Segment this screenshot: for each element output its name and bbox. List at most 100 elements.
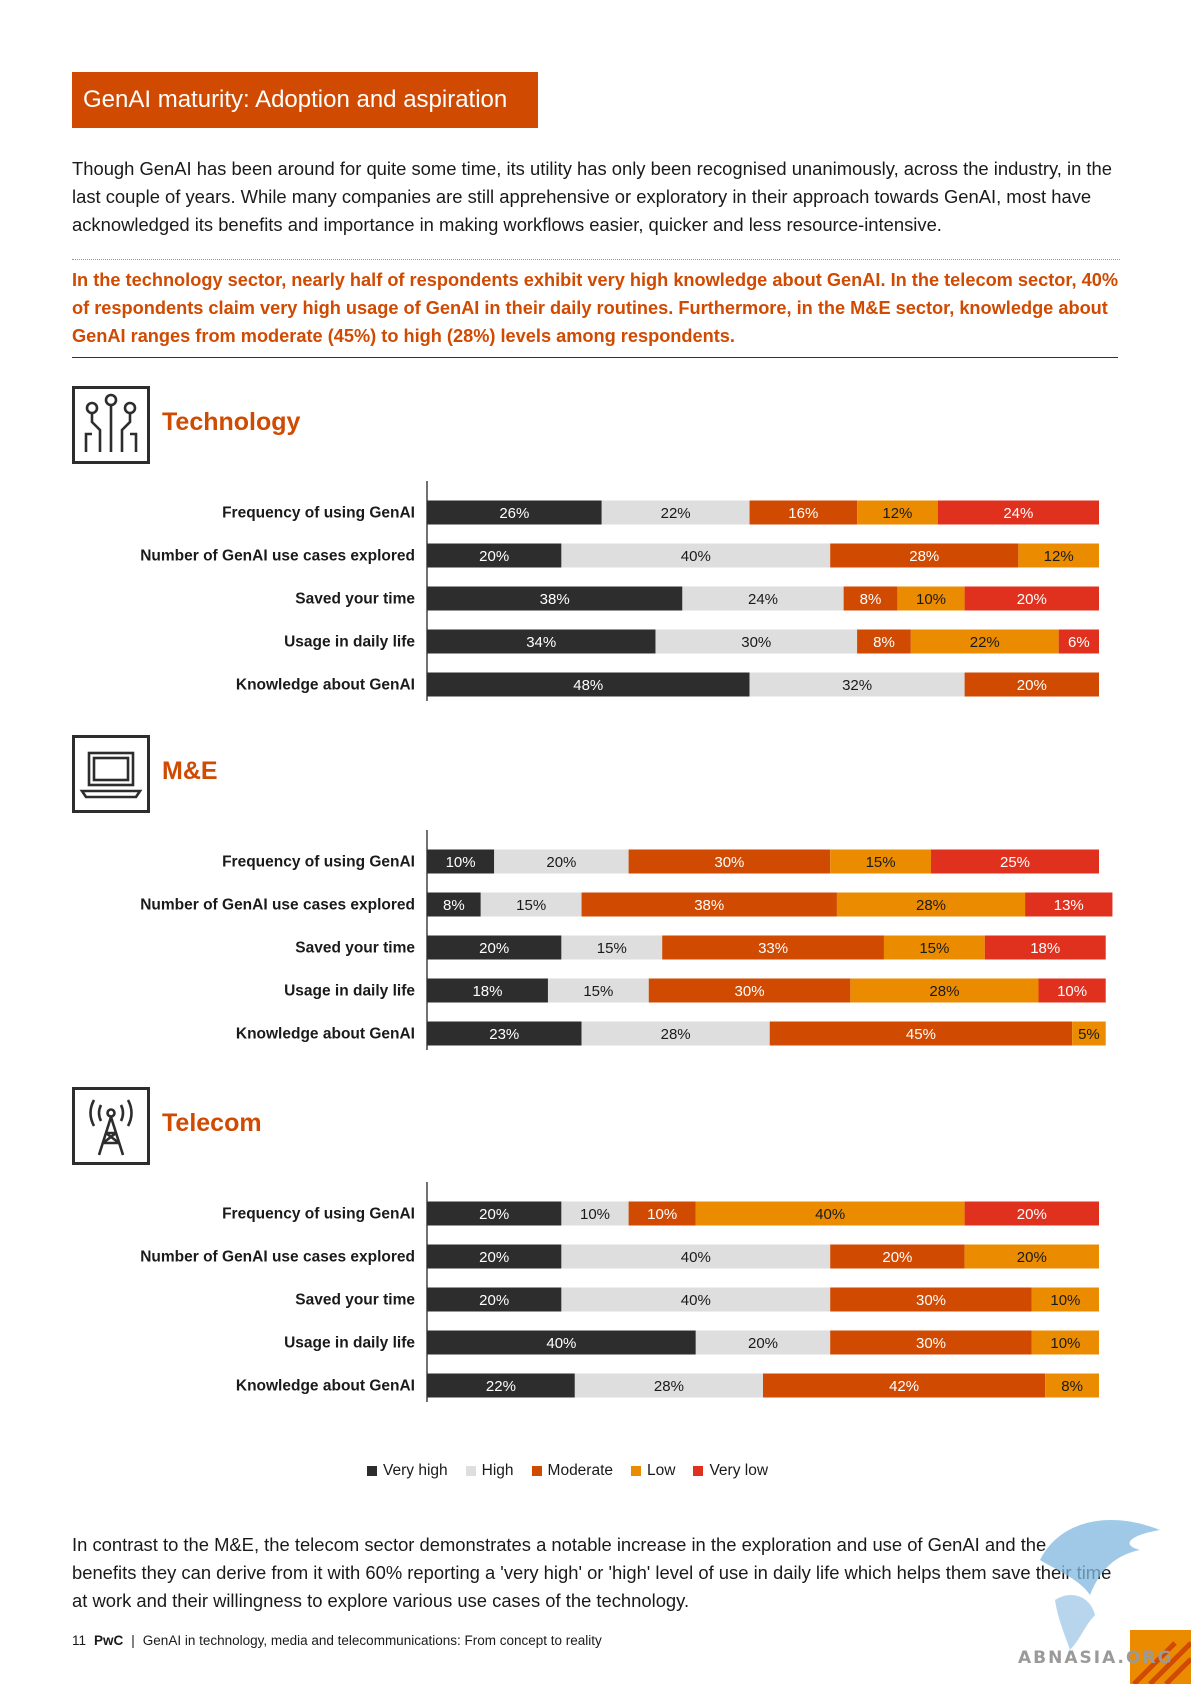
bar-segment-high: [581, 1021, 770, 1046]
data-label: 25%: [1000, 854, 1030, 871]
bar-segment-high: [561, 1287, 831, 1312]
data-label: 8%: [860, 591, 882, 608]
data-label: 20%: [479, 1249, 509, 1266]
category-label: Usage in daily life: [284, 634, 415, 651]
legend-swatch: [631, 1466, 642, 1476]
data-label: 42%: [889, 1378, 919, 1395]
data-label: 20%: [479, 1206, 509, 1223]
data-label: 20%: [479, 548, 509, 565]
key-findings-callout: In the technology sector, nearly half of…: [72, 270, 1119, 346]
section-title: M&E: [162, 757, 218, 785]
bar-segment-very-low: [937, 500, 1099, 525]
legend-label: Very low: [709, 1462, 769, 1479]
telecom-section: Telecom Frequency of using GenAI 20% 10% 10…: [0, 1087, 1191, 1402]
category-label: Usage in daily life: [284, 1335, 415, 1352]
data-label: 24%: [1003, 505, 1033, 522]
bar-segment-high: [655, 629, 858, 654]
bar-segment-very-high: [427, 849, 495, 874]
laptop-icon: [72, 735, 150, 813]
data-label: 15%: [597, 940, 627, 957]
data-label: 30%: [916, 1292, 946, 1309]
bar-segment-moderate: [843, 586, 898, 611]
data-label: 15%: [919, 940, 949, 957]
antenna-tower-icon: [72, 1087, 150, 1165]
bar-segment-high: [749, 672, 965, 697]
bar-segment-very-high: [427, 1244, 562, 1269]
bar-segment-high: [682, 586, 844, 611]
footer-separator: |: [131, 1633, 135, 1648]
category-label: Saved your time: [295, 940, 415, 957]
data-label: 28%: [916, 897, 946, 914]
bar-segment-very-high: [427, 586, 683, 611]
legend-item-moderate: Moderate: [531, 1462, 613, 1480]
category-label: Number of GenAI use cases explored: [140, 897, 415, 914]
data-label: 20%: [1017, 1206, 1047, 1223]
intro-paragraph: Though GenAI has been around for quite s…: [72, 158, 1112, 235]
bar-segment-very-high: [427, 629, 656, 654]
legend-label: Low: [647, 1462, 676, 1479]
data-label: 48%: [573, 677, 603, 694]
bar-segment-low: [910, 629, 1059, 654]
data-label: 30%: [741, 634, 771, 651]
data-label: 20%: [479, 1292, 509, 1309]
telecom-chart: Frequency of using GenAI 20% 10% 10% 40% 20% N…: [140, 1182, 1099, 1402]
bar-segment-very-high: [427, 1287, 562, 1312]
data-label: 18%: [472, 983, 502, 1000]
legend-swatch: [531, 1466, 542, 1476]
bar-segment-high: [561, 543, 831, 568]
data-label: 22%: [486, 1378, 516, 1395]
bar-segment-moderate: [830, 1330, 1032, 1355]
page-footer: 11 PwC | GenAI in technology, media and …: [72, 1633, 602, 1648]
bar-segment-low: [857, 500, 938, 525]
data-label: 8%: [873, 634, 895, 651]
legend-swatch: [693, 1466, 704, 1476]
bar-segment-low: [850, 978, 1039, 1003]
legend-item-low: Low: [631, 1462, 675, 1480]
category-label: Frequency of using GenAI: [222, 505, 415, 522]
bar-segment-very-high: [427, 935, 562, 960]
bar-segment-very-low: [1058, 629, 1099, 654]
data-label: 28%: [929, 983, 959, 1000]
bar-segment-high: [480, 892, 582, 917]
bar-segment-moderate: [662, 935, 884, 960]
data-label: 10%: [1050, 1292, 1080, 1309]
bar-segment-low: [1072, 1021, 1106, 1046]
bar-segment-moderate: [628, 1201, 696, 1226]
data-label: 20%: [1017, 591, 1047, 608]
media-entertainment-section: M&E Frequency of using GenAI 10% 20% 30% 15%…: [0, 735, 1191, 1050]
data-label: 16%: [788, 505, 818, 522]
media-entertainment-chart: Frequency of using GenAI 10% 20% 30% 15% 25% N…: [140, 830, 1113, 1050]
closing-paragraph: In contrast to the M&E, the telecom sect…: [72, 1534, 1112, 1611]
category-label: Number of GenAI use cases explored: [140, 548, 415, 565]
technology-chart: Frequency of using GenAI 26% 22% 16% 12% 24% N…: [140, 481, 1099, 701]
data-label: 12%: [882, 505, 912, 522]
page-number: 11: [72, 1633, 87, 1648]
bar-segment-moderate: [857, 629, 911, 654]
watermark-text: ABNASIA.ORG: [1018, 1648, 1174, 1668]
bar-segment-low: [964, 1244, 1099, 1269]
bar-segment-very-high: [427, 978, 548, 1003]
data-label: 10%: [580, 1206, 610, 1223]
chart-legend: Very high High Moderate Low Very low: [367, 1462, 768, 1480]
data-label: 23%: [489, 1026, 519, 1043]
bar-segment-very-low: [1025, 892, 1113, 917]
technology-section: Technology Frequency of using GenAI 26% 22…: [0, 386, 1191, 701]
bar-segment-very-high: [427, 543, 562, 568]
bar-segment-low: [1031, 1330, 1099, 1355]
data-label: 15%: [516, 897, 546, 914]
category-label: Knowledge about GenAI: [236, 1378, 415, 1395]
category-label: Number of GenAI use cases explored: [140, 1249, 415, 1266]
data-label: 45%: [906, 1026, 936, 1043]
data-label: 10%: [647, 1206, 677, 1223]
bar-segment-very-low: [964, 1201, 1099, 1226]
legend-swatch: [465, 1466, 476, 1476]
bar-segment-very-high: [427, 672, 750, 697]
legend-label: High: [481, 1462, 514, 1479]
data-label: 34%: [526, 634, 556, 651]
data-label: 10%: [1050, 1335, 1080, 1352]
data-label: 30%: [735, 983, 765, 1000]
data-label: 20%: [1017, 1249, 1047, 1266]
legend-item-very-high: Very high: [367, 1462, 448, 1480]
bar-segment-very-low: [984, 935, 1106, 960]
data-label: 38%: [694, 897, 724, 914]
